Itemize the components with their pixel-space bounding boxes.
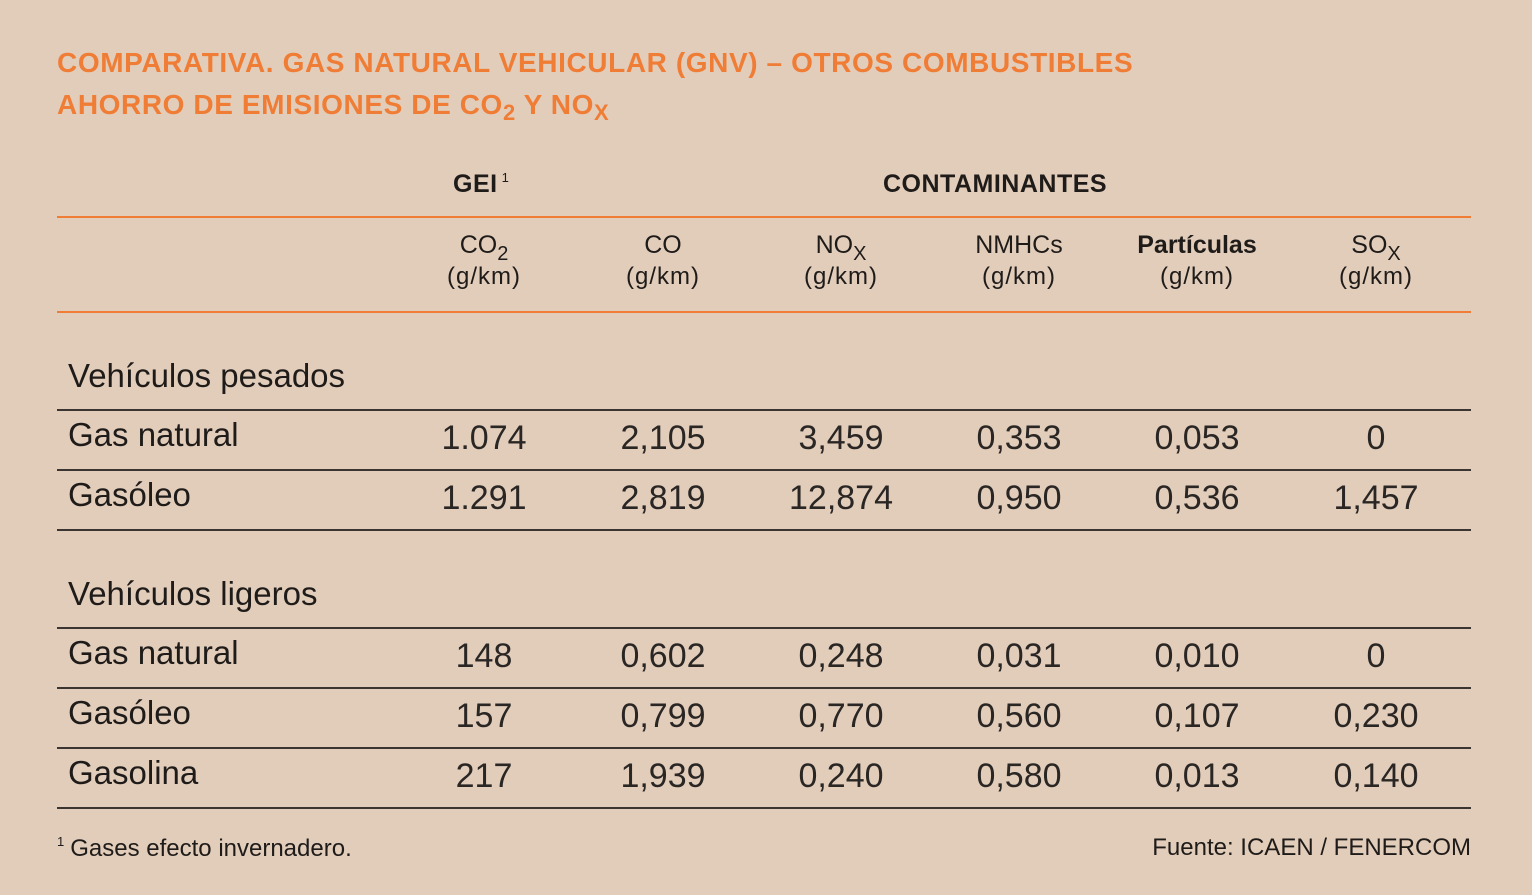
title-line-1: COMPARATIVA. GAS NATURAL VEHICULAR (GNV)… [57,47,1134,78]
cell-nox: 0,248 [798,637,884,675]
cell-co2: 1.074 [441,419,527,457]
cell-nox: 0,770 [798,697,884,735]
section-title-ligeros: Vehículos ligeros [68,575,318,612]
row-label: Gasóleo [68,694,191,731]
cell-co: 0,799 [620,697,706,735]
cell-sox: 0 [1366,637,1386,675]
cell-nmhcs: 0,031 [976,637,1062,675]
cell-sox: 0,140 [1333,757,1419,795]
cell-nox: 12,874 [789,479,893,517]
section-divider [57,409,1471,411]
table-title: COMPARATIVA. GAS NATURAL VEHICULAR (GNV)… [57,42,1133,126]
cell-co2: 148 [455,637,513,675]
section-title-pesados: Vehículos pesados [68,357,346,394]
footnote-marker: 1 [501,170,510,185]
row-label: Gas natural [68,416,239,453]
cell-sox: 0,230 [1333,697,1419,735]
cell-sox: 1,457 [1333,479,1419,517]
column-header-co: CO (g/km) [626,231,700,290]
cell-co: 1,939 [620,757,706,795]
cell-co2: 1.291 [441,479,527,517]
cell-particulas: 0,107 [1154,697,1240,735]
cell-nmhcs: 0,580 [976,757,1062,795]
cell-particulas: 0,536 [1154,479,1240,517]
cell-nmhcs: 0,353 [976,419,1062,457]
cell-particulas: 0,010 [1154,637,1240,675]
cell-nox: 0,240 [798,757,884,795]
table-row: Gas natural 148 0,602 0,248 0,031 0,010 … [57,628,1471,688]
group-header-gei: GEI 1 [453,170,510,198]
row-divider [57,529,1471,531]
footnote: 1 Gases efecto invernadero. [57,834,352,862]
header-divider-bottom [57,311,1471,313]
cell-sox: 0 [1366,419,1386,457]
row-divider [57,687,1471,689]
source-credit: Fuente: ICAEN / FENERCOM [1152,834,1471,861]
row-label: Gasolina [68,754,199,791]
table-bottom-border [57,807,1471,809]
cell-co: 0,602 [620,637,706,675]
group-header-contaminantes: CONTAMINANTES [883,170,1108,198]
column-header-co2: CO2 (g/km) [447,231,521,290]
cell-nmhcs: 0,560 [976,697,1062,735]
cell-co: 2,819 [620,479,706,517]
cell-co: 2,105 [620,419,706,457]
table-row: Gas natural 1.074 2,105 3,459 0,353 0,05… [57,410,1471,470]
column-header-nox: NOX (g/km) [804,231,878,290]
cell-co2: 217 [455,757,513,795]
table-row: Gasolina 217 1,939 0,240 0,580 0,013 0,1… [57,748,1471,808]
title-line-2: AHORRO DE EMISIONES DE CO2 Y NOX [57,89,610,125]
cell-particulas: 0,053 [1154,419,1240,457]
cell-co2: 157 [455,697,513,735]
cell-nmhcs: 0,950 [976,479,1062,517]
section-divider [57,627,1471,629]
header-divider-top [57,216,1471,218]
row-label: Gas natural [68,634,239,671]
table-row: Gasóleo 157 0,799 0,770 0,560 0,107 0,23… [57,688,1471,748]
table-row: Gasóleo 1.291 2,819 12,874 0,950 0,536 1… [57,470,1471,530]
column-header-sox: SOX (g/km) [1339,231,1413,290]
cell-nox: 3,459 [798,419,884,457]
row-divider [57,747,1471,749]
column-header-nmhcs: NMHCs (g/km) [975,231,1063,290]
cell-particulas: 0,013 [1154,757,1240,795]
row-label: Gasóleo [68,476,191,513]
row-divider [57,469,1471,471]
column-header-particulas: Partículas (g/km) [1137,231,1257,290]
